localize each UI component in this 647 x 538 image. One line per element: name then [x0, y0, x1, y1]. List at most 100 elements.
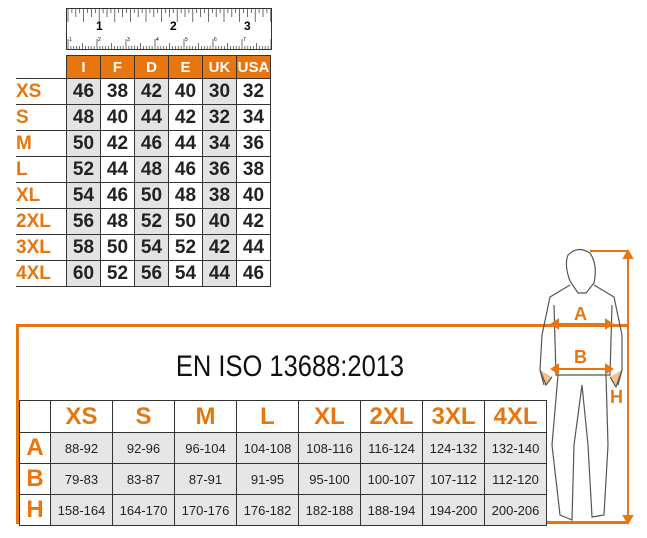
size-value-cell: 34	[236, 104, 271, 131]
size-value-cell: 34	[202, 130, 237, 157]
size-value-cell: 50	[100, 234, 135, 261]
measurement-range-cell: 170-176	[174, 494, 237, 526]
size-value-cell: 46	[66, 78, 101, 105]
measurement-range-cell: 107-112	[422, 463, 485, 495]
size-value-cell: 40	[168, 78, 203, 105]
measurement-label: A	[19, 432, 51, 464]
table-row: B 79-83 83-87 87-91 91-95 95-100 100-107 107-11…	[19, 463, 547, 495]
size-label: XS	[16, 78, 67, 105]
table-row: L 52 44 48 46 36 38	[16, 156, 271, 183]
measurement-range-cell: 96-104	[174, 432, 237, 464]
size-header: 4XL	[484, 400, 547, 433]
measurement-range-cell: 108-116	[298, 432, 361, 464]
ruler-graphic: 1 2 3 1 2 3 4 5 6 7	[66, 8, 272, 50]
figure-label-b: B	[574, 347, 587, 367]
table-row: A 88-92 92-96 96-104 104-108 108-116 116-124 12…	[19, 432, 547, 464]
size-value-cell: 56	[66, 208, 101, 235]
table-row: S 48 40 44 42 32 34	[16, 104, 271, 131]
measurement-range-cell: 104-108	[236, 432, 299, 464]
size-value-cell: 50	[168, 208, 203, 235]
size-label: 3XL	[16, 234, 67, 261]
measurement-range-cell: 194-200	[422, 494, 485, 526]
measurement-label: B	[19, 463, 51, 495]
table-row: 4XL 60 52 56 54 44 46	[16, 260, 271, 287]
size-value-cell: 40	[236, 182, 271, 209]
table-row: H 158-164 164-170 170-176 176-182 182-188 188-…	[19, 494, 547, 526]
size-value-cell: 46	[168, 156, 203, 183]
size-label: 4XL	[16, 260, 67, 287]
table-row: M 50 42 46 44 34 36	[16, 130, 271, 157]
size-header: M	[174, 400, 237, 433]
size-value-cell: 46	[134, 130, 169, 157]
measurement-range-cell: 200-206	[484, 494, 547, 526]
body-measurement-table: XS S M L XL 2XL 3XL 4XL A 88-92 92-96 96-104 104-10…	[19, 400, 547, 526]
size-value-cell: 40	[100, 104, 135, 131]
measurement-range-cell: 100-107	[360, 463, 423, 495]
measurement-range-cell: 83-87	[112, 463, 175, 495]
size-value-cell: 48	[100, 208, 135, 235]
size-value-cell: 38	[100, 78, 135, 105]
size-value-cell: 42	[100, 130, 135, 157]
size-value-cell: 52	[100, 260, 135, 287]
measurement-range-cell: 182-188	[298, 494, 361, 526]
ruler-cm-label: 3	[127, 37, 130, 43]
measurement-range-cell: 116-124	[360, 432, 423, 464]
size-value-cell: 50	[66, 130, 101, 157]
measurement-range-cell: 92-96	[112, 432, 175, 464]
size-value-cell: 44	[100, 156, 135, 183]
body-measurement-figure: A B H	[539, 248, 634, 526]
size-value-cell: 42	[202, 234, 237, 261]
standard-title: EN ISO 13688:2013	[175, 350, 405, 383]
column-header: UK	[202, 55, 237, 79]
column-header: E	[168, 55, 203, 79]
measurement-range-cell: 91-95	[236, 463, 299, 495]
size-label: M	[16, 130, 67, 157]
measurement-range-cell: 188-194	[360, 494, 423, 526]
size-value-cell: 42	[236, 208, 271, 235]
figure-label-h: H	[610, 387, 623, 407]
measurement-range-cell: 158-164	[50, 494, 113, 526]
figure-label-a: A	[574, 304, 587, 324]
measurement-range-cell: 176-182	[236, 494, 299, 526]
size-value-cell: 48	[66, 104, 101, 131]
table-row: 2XL 56 48 52 50 40 42	[16, 208, 271, 235]
size-value-cell: 42	[134, 78, 169, 105]
size-value-cell: 38	[236, 156, 271, 183]
size-value-cell: 60	[66, 260, 101, 287]
ruler-cm-label: 6	[214, 37, 217, 43]
size-header: XS	[50, 400, 113, 433]
table-row: XL 54 46 50 48 38 40	[16, 182, 271, 209]
size-value-cell: 54	[134, 234, 169, 261]
measurement-range-cell: 95-100	[298, 463, 361, 495]
measurement-range-cell: 164-170	[112, 494, 175, 526]
size-value-cell: 42	[168, 104, 203, 131]
size-value-cell: 40	[202, 208, 237, 235]
size-conversion-table: I F D E UK USA XS 46 38 42 40 30 32 S 48 40 44 42 32 34 M 50…	[16, 55, 271, 287]
size-header: L	[236, 400, 299, 433]
size-value-cell: 52	[66, 156, 101, 183]
size-value-cell: 36	[236, 130, 271, 157]
size-value-cell: 46	[100, 182, 135, 209]
size-value-cell: 52	[168, 234, 203, 261]
size-value-cell: 52	[134, 208, 169, 235]
size-label: 2XL	[16, 208, 67, 235]
size-value-cell: 54	[168, 260, 203, 287]
column-header: I	[66, 55, 101, 79]
size-value-cell: 48	[134, 156, 169, 183]
measurement-range-cell: 88-92	[50, 432, 113, 464]
size-value-cell: 32	[202, 104, 237, 131]
ruler-inch-label: 2	[170, 19, 177, 33]
column-header: USA	[236, 55, 271, 79]
ruler-cm-label: 7	[243, 37, 246, 43]
size-label: L	[16, 156, 67, 183]
size-value-cell: 38	[202, 182, 237, 209]
size-value-cell: 56	[134, 260, 169, 287]
size-value-cell: 46	[236, 260, 271, 287]
size-value-cell: 44	[202, 260, 237, 287]
size-label: XL	[16, 182, 67, 209]
size-value-cell: 32	[236, 78, 271, 105]
size-value-cell: 54	[66, 182, 101, 209]
table-row: XS 46 38 42 40 30 32	[16, 78, 271, 105]
size-value-cell: 48	[168, 182, 203, 209]
size-header: 3XL	[422, 400, 485, 433]
